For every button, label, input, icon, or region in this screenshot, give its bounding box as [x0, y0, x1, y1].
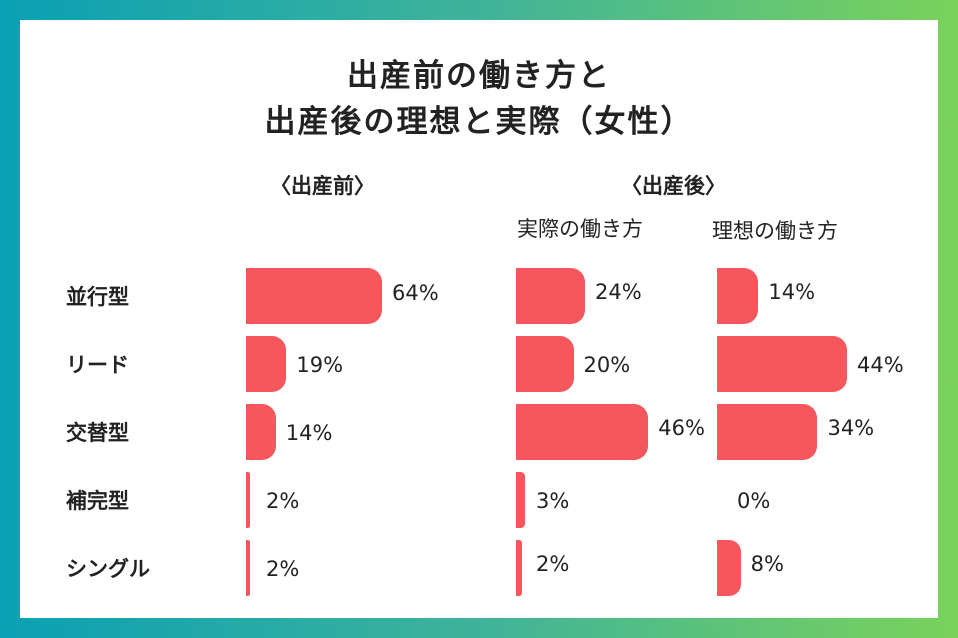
data-label-actual: 24%: [595, 280, 642, 304]
data-label-actual: 3%: [536, 489, 570, 513]
data-label-before: 64%: [392, 281, 439, 305]
group-title-before: 〈出産前〉: [270, 174, 375, 198]
chart-title-line-2: 出産後の理想と実際（女性）: [264, 104, 694, 140]
bar-ideal: [717, 336, 847, 392]
bar-before: [246, 268, 382, 324]
data-label-actual: 2%: [536, 552, 570, 576]
data-label-actual: 46%: [658, 416, 705, 440]
bar-before: [246, 472, 251, 528]
bar-ideal: [717, 404, 818, 460]
data-label-ideal: 44%: [857, 353, 904, 377]
data-label-before: 2%: [266, 489, 300, 513]
bar-ideal: [717, 268, 759, 324]
data-label-before: 2%: [266, 557, 300, 581]
category-label: シングル: [66, 557, 150, 581]
bar-before: [246, 336, 287, 392]
data-label-before: 14%: [285, 421, 333, 445]
bar-ideal: [717, 540, 741, 596]
category-label: 交替型: [66, 421, 129, 445]
bar-actual: [516, 404, 649, 460]
chart-title-line-1: 出産前の働き方と: [347, 58, 611, 94]
bar-actual: [516, 268, 585, 324]
chart-card: 出産前の働き方と 出産後の理想と実際（女性） 〈出産前〉 〈出産後〉 実際の働き…: [20, 20, 938, 618]
bar-before: [246, 404, 276, 460]
category-label: 並行型: [66, 285, 129, 309]
data-label-ideal: 8%: [750, 552, 784, 576]
data-label-ideal: 34%: [827, 416, 875, 440]
category-label: リード: [66, 353, 129, 377]
data-label-ideal: 14%: [768, 280, 816, 304]
bar-actual: [516, 336, 574, 392]
data-label-before: 19%: [296, 353, 344, 377]
group-title-after: 〈出産後〉: [621, 174, 726, 198]
category-label: 補完型: [66, 489, 129, 513]
series-title-ideal: 理想の働き方: [712, 219, 838, 243]
bar-actual: [516, 540, 522, 596]
bar-actual: [516, 472, 525, 528]
data-label-ideal: 0%: [737, 489, 771, 513]
data-label-actual: 20%: [583, 353, 631, 377]
series-title-actual: 実際の働き方: [517, 217, 643, 241]
bar-before: [246, 540, 251, 596]
